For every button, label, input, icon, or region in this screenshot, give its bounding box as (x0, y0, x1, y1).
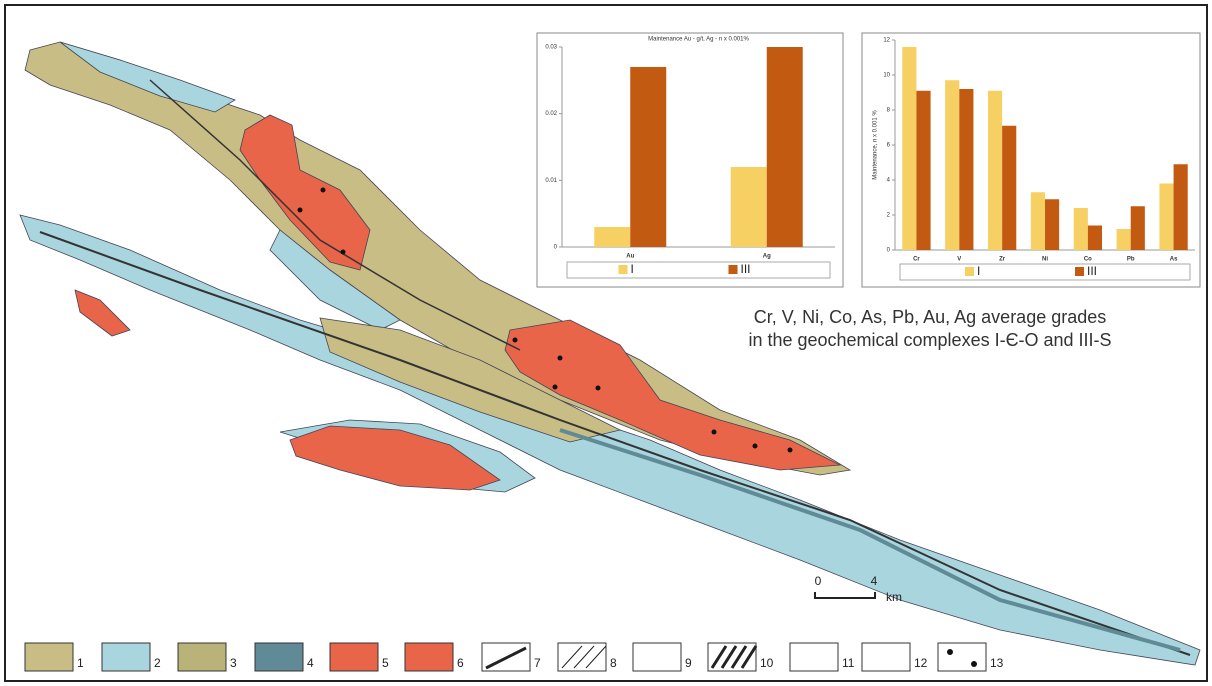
legend-swatch (1075, 267, 1084, 276)
legend-swatch (25, 643, 73, 671)
legend-swatch (178, 643, 226, 671)
x-tick-label: V (957, 257, 961, 263)
bar (767, 47, 803, 247)
legend-swatch (965, 267, 974, 276)
legend-label: 5 (382, 656, 389, 670)
y-tick-label: 0.02 (545, 111, 557, 117)
legend-label: III (741, 262, 751, 276)
chart-title: Maintenance Au - g/t, Ag - n x 0.001% (648, 37, 749, 43)
legend-label: 6 (457, 656, 464, 670)
legend-label: 9 (685, 656, 692, 670)
bar (916, 91, 930, 250)
bar (988, 91, 1002, 250)
x-tick-label: As (1170, 257, 1178, 263)
page: Cr, V, Ni, Co, As, Pb, Au, Ag average gr… (0, 0, 1212, 686)
bar (1031, 192, 1045, 250)
legend-label: 3 (230, 656, 237, 670)
legend-label: 7 (534, 656, 541, 670)
bar (902, 47, 916, 250)
legend-symbol (947, 649, 953, 655)
bar (1045, 199, 1059, 250)
y-tick-label: 0.03 (545, 45, 557, 51)
x-tick-label: Zr (999, 257, 1006, 263)
bar (630, 67, 666, 247)
bar (1117, 229, 1131, 250)
legend-swatch (619, 265, 628, 274)
legend-swatch (790, 643, 838, 671)
legend-swatch (938, 643, 986, 671)
bar (959, 89, 973, 250)
bar (594, 227, 630, 247)
x-tick-label: Ag (763, 254, 771, 260)
scale-label: 0 (815, 574, 822, 588)
x-tick-label: Au (626, 254, 634, 260)
bar (731, 167, 767, 247)
bar (1088, 226, 1102, 251)
x-tick-label: Pb (1127, 257, 1135, 263)
legend-swatch (558, 643, 606, 671)
y-tick-label: 10 (883, 73, 890, 79)
legend-swatch (729, 265, 738, 274)
legend-label: 1 (77, 656, 84, 670)
legend-label: 12 (914, 656, 928, 670)
legend-label: 8 (610, 656, 617, 670)
legend-label: 10 (760, 656, 774, 670)
legend-swatch (330, 643, 378, 671)
bar (945, 80, 959, 250)
legend-swatch (405, 643, 453, 671)
scale-unit: km (886, 590, 902, 604)
x-tick-label: Cr (913, 257, 920, 263)
x-tick-label: Co (1084, 257, 1092, 263)
legend-swatch (633, 643, 681, 671)
legend-label: 13 (990, 656, 1004, 670)
legend-label: I (631, 262, 634, 276)
bar (1159, 184, 1173, 251)
x-tick-label: Ni (1042, 257, 1048, 263)
bar (1174, 164, 1188, 250)
legend-label: 11 (842, 656, 855, 670)
legend-swatch (255, 643, 303, 671)
legend-label: III (1087, 264, 1097, 278)
legend-symbol (971, 661, 977, 667)
bar (1002, 126, 1016, 250)
legend-swatch (102, 643, 150, 671)
caption-line: Cr, V, Ni, Co, As, Pb, Au, Ag average gr… (754, 307, 1107, 327)
legend-label: 4 (307, 656, 314, 670)
y-axis-label: Maintenance, n x 0.001 % (873, 110, 879, 180)
legend-label: 2 (154, 656, 161, 670)
y-tick-label: 0.01 (545, 178, 557, 184)
caption-line: in the geochemical complexes I-Є-O and I… (748, 330, 1111, 350)
scale-label: 4 (871, 574, 878, 588)
y-tick-label: 12 (883, 38, 890, 44)
bar (1131, 206, 1145, 250)
legend-label: I (977, 264, 980, 278)
legend-swatch (862, 643, 910, 671)
bar (1074, 208, 1088, 250)
